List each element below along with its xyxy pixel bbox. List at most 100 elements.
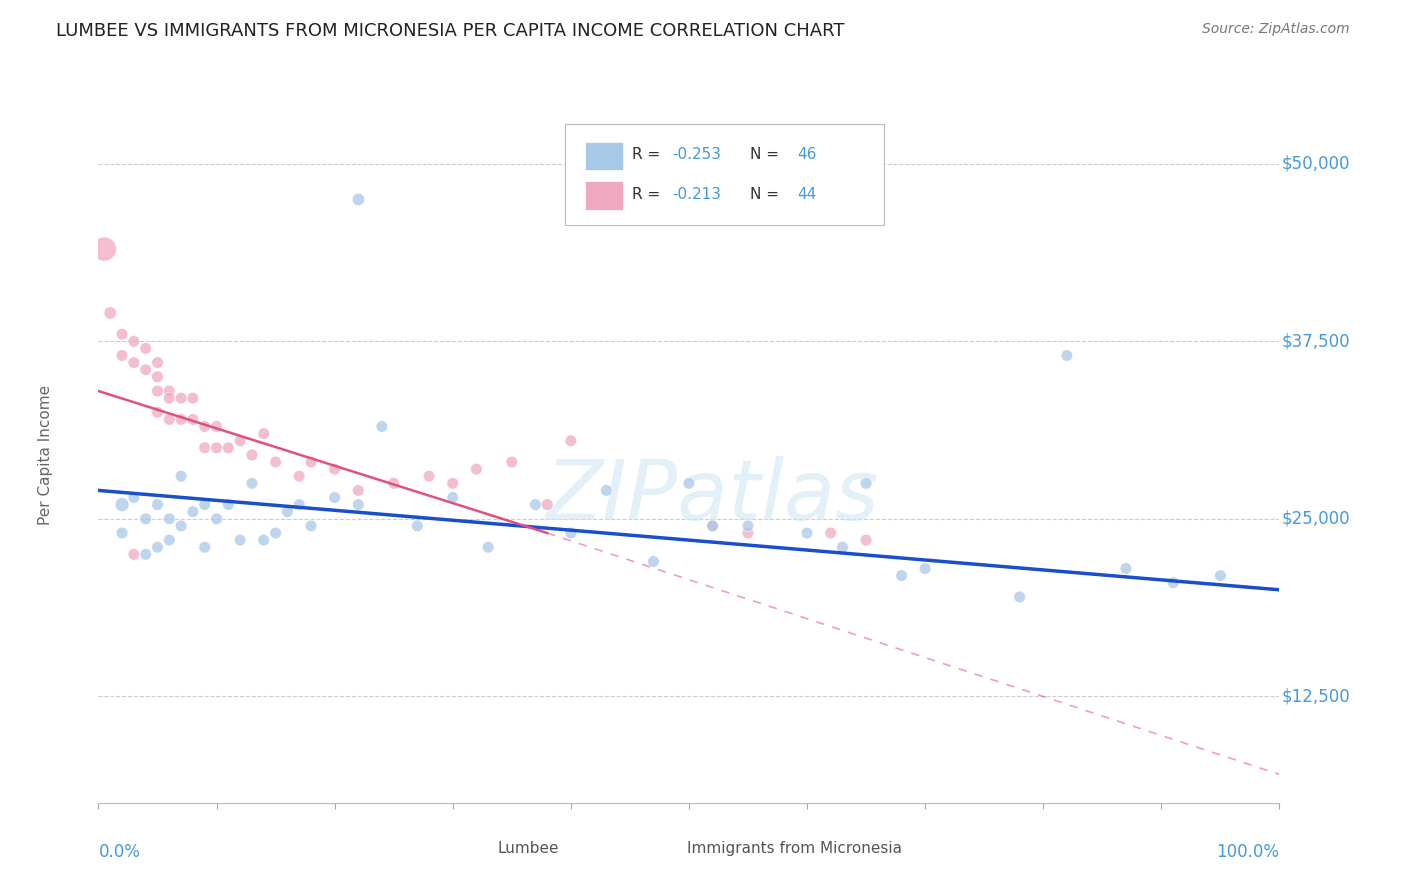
Text: N =: N = bbox=[751, 147, 785, 161]
Point bbox=[501, 455, 523, 469]
Point bbox=[264, 526, 287, 541]
Point bbox=[737, 519, 759, 533]
Point bbox=[1056, 349, 1078, 363]
Point bbox=[194, 540, 217, 554]
Point bbox=[288, 469, 311, 483]
Point bbox=[205, 512, 228, 526]
Text: $25,000: $25,000 bbox=[1282, 510, 1350, 528]
Point bbox=[702, 519, 724, 533]
Point bbox=[135, 342, 157, 356]
Point bbox=[288, 498, 311, 512]
Point bbox=[194, 441, 217, 455]
Point bbox=[323, 462, 346, 476]
Point bbox=[205, 441, 228, 455]
Point bbox=[157, 533, 180, 548]
Point bbox=[217, 498, 239, 512]
Point bbox=[890, 568, 912, 582]
Point bbox=[181, 505, 204, 519]
Point bbox=[418, 469, 440, 483]
FancyBboxPatch shape bbox=[565, 124, 884, 226]
Point bbox=[146, 498, 169, 512]
Point bbox=[229, 434, 252, 448]
Point bbox=[560, 526, 582, 541]
Point bbox=[276, 505, 298, 519]
Point bbox=[111, 498, 134, 512]
Point bbox=[170, 469, 193, 483]
Text: Lumbee: Lumbee bbox=[498, 840, 560, 855]
Point bbox=[643, 554, 665, 568]
Point bbox=[264, 455, 287, 469]
Point bbox=[1161, 575, 1184, 590]
Point bbox=[820, 526, 842, 541]
Point bbox=[111, 349, 134, 363]
Point bbox=[111, 327, 134, 342]
Point bbox=[157, 412, 180, 426]
Text: R =: R = bbox=[633, 147, 665, 161]
Point bbox=[441, 491, 464, 505]
Point bbox=[170, 391, 193, 405]
Point bbox=[170, 519, 193, 533]
Point bbox=[122, 547, 145, 561]
Point bbox=[347, 498, 370, 512]
Point bbox=[465, 462, 488, 476]
Text: Per Capita Income: Per Capita Income bbox=[38, 384, 53, 525]
Point bbox=[299, 519, 322, 533]
Text: 100.0%: 100.0% bbox=[1216, 843, 1279, 861]
Text: 44: 44 bbox=[797, 186, 817, 202]
Text: $12,500: $12,500 bbox=[1282, 688, 1351, 706]
Text: Source: ZipAtlas.com: Source: ZipAtlas.com bbox=[1202, 22, 1350, 37]
Text: N =: N = bbox=[751, 186, 785, 202]
Point bbox=[796, 526, 818, 541]
Point bbox=[146, 356, 169, 370]
Point bbox=[347, 192, 370, 206]
Text: -0.253: -0.253 bbox=[672, 147, 721, 161]
Text: LUMBEE VS IMMIGRANTS FROM MICRONESIA PER CAPITA INCOME CORRELATION CHART: LUMBEE VS IMMIGRANTS FROM MICRONESIA PER… bbox=[56, 22, 845, 40]
Point bbox=[194, 419, 217, 434]
Point bbox=[323, 491, 346, 505]
Point bbox=[855, 476, 877, 491]
Text: $37,500: $37,500 bbox=[1282, 333, 1350, 351]
Point bbox=[146, 540, 169, 554]
Point bbox=[1209, 568, 1232, 582]
Point bbox=[205, 419, 228, 434]
Point bbox=[299, 455, 322, 469]
Point bbox=[135, 512, 157, 526]
Point bbox=[122, 491, 145, 505]
Point bbox=[181, 412, 204, 426]
Point bbox=[477, 540, 499, 554]
Point bbox=[135, 362, 157, 376]
Point bbox=[122, 334, 145, 349]
Point bbox=[181, 391, 204, 405]
Point bbox=[1008, 590, 1031, 604]
Point bbox=[441, 476, 464, 491]
Point bbox=[122, 356, 145, 370]
Point bbox=[678, 476, 700, 491]
Point bbox=[146, 405, 169, 419]
Point bbox=[170, 412, 193, 426]
Point bbox=[831, 540, 853, 554]
Text: 46: 46 bbox=[797, 147, 817, 161]
Point bbox=[98, 306, 121, 320]
FancyBboxPatch shape bbox=[585, 181, 623, 210]
Point bbox=[1115, 561, 1137, 575]
Text: ZIPatlas: ZIPatlas bbox=[546, 456, 879, 537]
Point bbox=[157, 512, 180, 526]
Point bbox=[111, 526, 134, 541]
Point bbox=[240, 448, 263, 462]
Point bbox=[702, 519, 724, 533]
Point bbox=[93, 242, 115, 256]
Point bbox=[347, 483, 370, 498]
Point bbox=[146, 384, 169, 398]
Point bbox=[194, 498, 217, 512]
Text: -0.213: -0.213 bbox=[672, 186, 721, 202]
FancyBboxPatch shape bbox=[585, 142, 623, 170]
Point bbox=[406, 519, 429, 533]
Point bbox=[524, 498, 547, 512]
Text: 0.0%: 0.0% bbox=[98, 843, 141, 861]
Point bbox=[146, 369, 169, 384]
Point bbox=[382, 476, 405, 491]
Point bbox=[253, 533, 276, 548]
Point bbox=[240, 476, 263, 491]
FancyBboxPatch shape bbox=[641, 834, 675, 862]
Point bbox=[560, 434, 582, 448]
